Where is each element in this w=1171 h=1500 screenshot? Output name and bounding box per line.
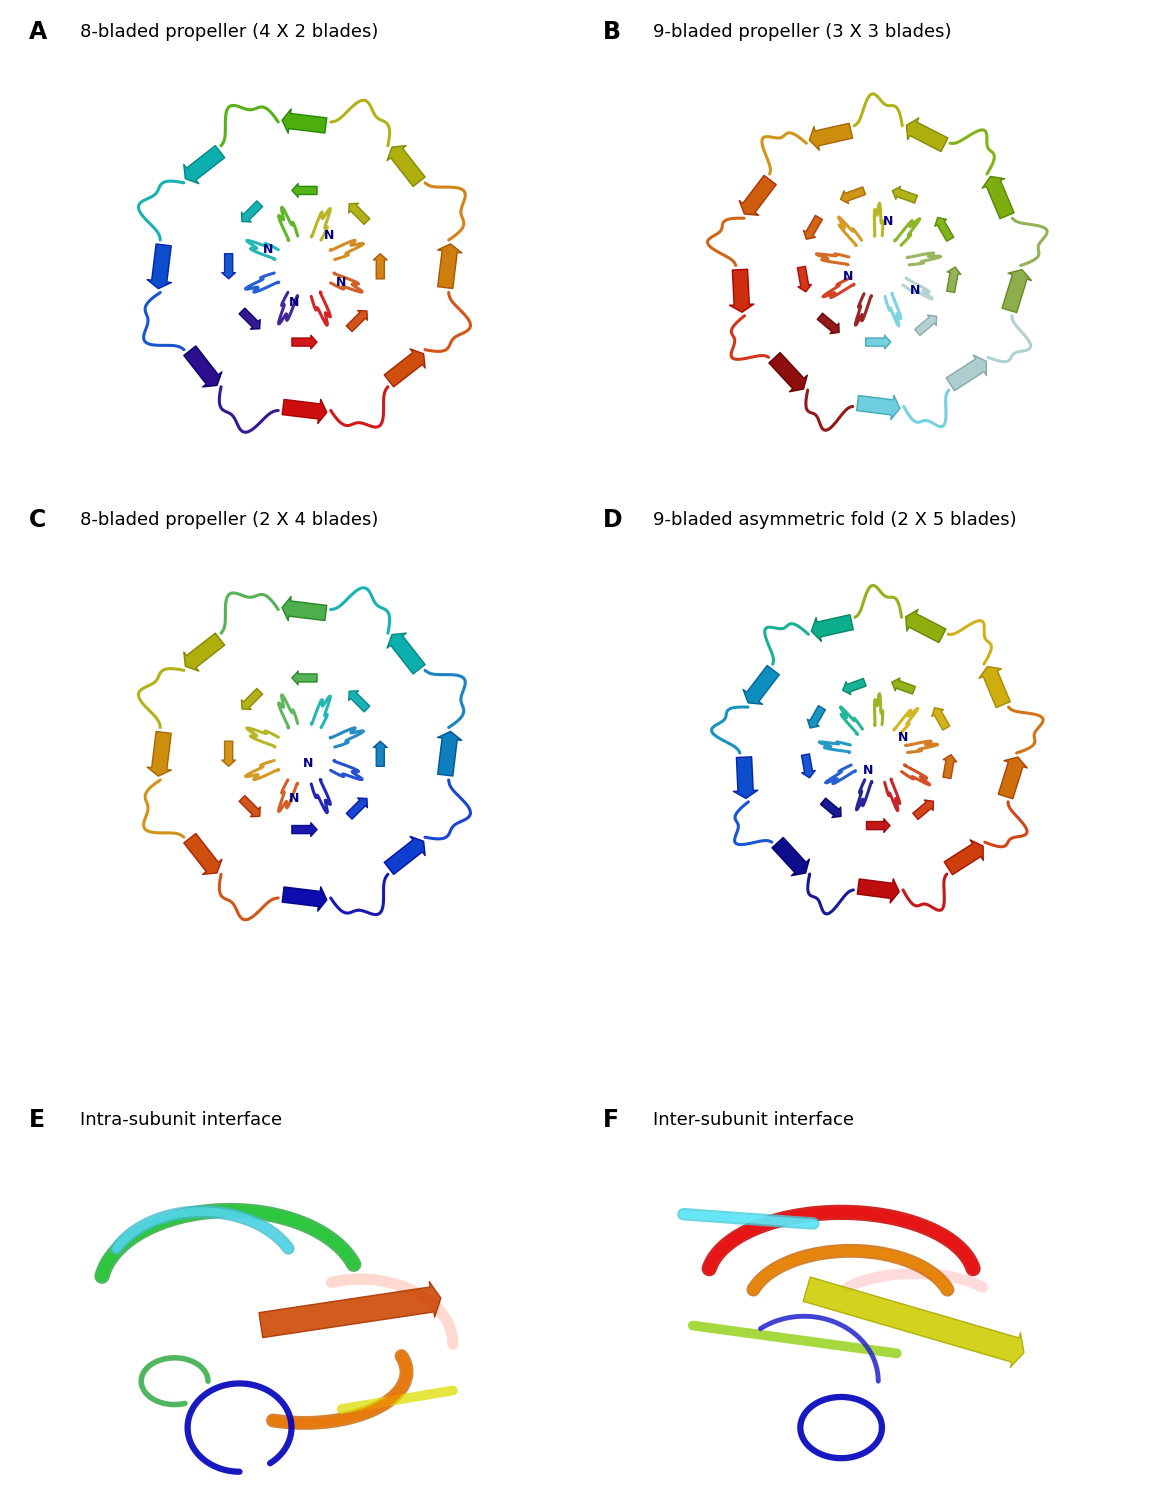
Text: N: N — [336, 276, 347, 290]
Text: N: N — [303, 758, 314, 771]
Text: F: F — [603, 1107, 619, 1131]
Text: N: N — [883, 214, 893, 228]
Text: 8-bladed propeller (2 X 4 blades): 8-bladed propeller (2 X 4 blades) — [80, 512, 378, 530]
Text: Inter-subunit interface: Inter-subunit interface — [653, 1110, 855, 1128]
Text: N: N — [262, 243, 273, 256]
Text: A: A — [29, 21, 47, 45]
Text: N: N — [910, 284, 920, 297]
Text: N: N — [323, 230, 334, 242]
Text: N: N — [842, 270, 852, 284]
Text: B: B — [603, 21, 621, 45]
Text: N: N — [289, 297, 300, 309]
Text: 8-bladed propeller (4 X 2 blades): 8-bladed propeller (4 X 2 blades) — [80, 24, 378, 42]
Text: N: N — [289, 792, 300, 806]
Text: Intra-subunit interface: Intra-subunit interface — [80, 1110, 282, 1128]
Text: C: C — [29, 509, 47, 532]
Text: D: D — [603, 509, 623, 532]
Text: N: N — [897, 730, 908, 744]
Text: 9-bladed asymmetric fold (2 X 5 blades): 9-bladed asymmetric fold (2 X 5 blades) — [653, 512, 1018, 530]
Text: E: E — [29, 1107, 46, 1131]
Text: N: N — [863, 764, 874, 777]
Text: 9-bladed propeller (3 X 3 blades): 9-bladed propeller (3 X 3 blades) — [653, 24, 952, 42]
